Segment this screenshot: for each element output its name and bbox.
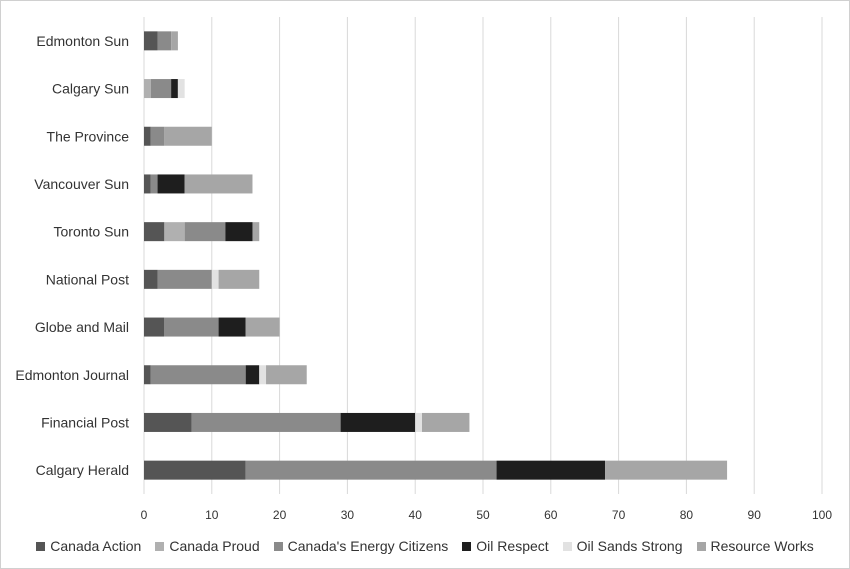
legend-label: Oil Sands Strong (576, 538, 683, 554)
bar-segment (157, 174, 185, 194)
legend-label: Canada Proud (169, 538, 260, 554)
bar-segment (144, 126, 151, 146)
x-tick-label: 10 (205, 508, 219, 522)
x-tick-label: 30 (341, 508, 355, 522)
x-tick-label: 100 (812, 508, 832, 522)
legend-item: Canada Proud (155, 538, 260, 554)
bar-segment (144, 174, 151, 194)
bar-segment (266, 365, 307, 385)
category-labels: Edmonton Sun Calgary Sun The Province Vanco… (15, 33, 129, 478)
bar-segment (150, 126, 165, 146)
bar-segment (144, 317, 165, 337)
bar-segment (144, 31, 158, 51)
bar-segment (225, 222, 253, 242)
x-tick-label: 70 (612, 508, 626, 522)
x-tick-label: 90 (748, 508, 762, 522)
bar-segment (211, 269, 219, 289)
legend-swatch (273, 541, 283, 551)
bar-segment (340, 412, 416, 432)
x-tick-label: 50 (476, 508, 490, 522)
bar-segment (177, 79, 185, 99)
bar-segment (144, 269, 158, 289)
legend-label: Canada Action (50, 538, 142, 554)
bar-segment (184, 174, 253, 194)
bar-segment (171, 79, 178, 99)
bar-segment (259, 365, 267, 385)
legend-item: Canada's Energy Citizens (273, 538, 449, 554)
legend-swatch (696, 541, 706, 551)
bar-segment (218, 317, 246, 337)
x-tick-label: 60 (544, 508, 558, 522)
bar-segment (421, 412, 470, 432)
legend-swatch (155, 541, 165, 551)
x-tick-label: 40 (409, 508, 423, 522)
legend: Canada Action Canada Proud Canada's Energy… (0, 536, 850, 556)
bar-segment (144, 79, 151, 99)
legend-swatch (462, 541, 472, 551)
bar-segment (144, 412, 192, 432)
bar-segment (150, 365, 246, 385)
category-label: The Province (47, 128, 130, 144)
category-label: National Post (46, 271, 129, 287)
bar-segment (164, 317, 219, 337)
x-tick-labels: 0 10 20 30 40 50 60 70 80 90 100 (141, 508, 833, 522)
bar-segment (157, 269, 212, 289)
category-label: Vancouver Sun (34, 176, 129, 192)
legend-label: Canada's Energy Citizens (287, 538, 449, 554)
bar-segment (252, 222, 260, 242)
category-label: Calgary Sun (52, 81, 129, 97)
bar-segment (218, 269, 260, 289)
bar-segment (184, 222, 226, 242)
bar-segment (164, 126, 212, 146)
x-tick-label: 20 (273, 508, 287, 522)
category-label: Globe and Mail (35, 319, 129, 335)
category-label: Toronto Sun (54, 224, 130, 240)
legend-item: Resource Works (696, 538, 814, 554)
category-label: Edmonton Journal (15, 367, 129, 383)
bar-segment (245, 365, 260, 385)
bar-segment (415, 412, 422, 432)
legend-label: Resource Works (710, 538, 814, 554)
bar-segment (157, 31, 172, 51)
category-label: Financial Post (41, 414, 129, 430)
bar-segment (245, 317, 280, 337)
legend-item: Oil Respect (462, 538, 549, 554)
legend-swatch (36, 541, 46, 551)
bar-segment (245, 460, 497, 480)
legend-label: Oil Respect (476, 538, 549, 554)
bar-segment (144, 222, 165, 242)
bar-segment (150, 79, 172, 99)
bar-segment (171, 31, 178, 51)
bar-segment (164, 222, 185, 242)
legend-item: Canada Action (36, 538, 141, 554)
category-label: Calgary Herald (36, 462, 129, 478)
bar-segment (144, 460, 246, 480)
bar-segment (605, 460, 728, 480)
bar-segment (144, 365, 151, 385)
legend-item: Oil Sands Strong (562, 538, 683, 554)
category-label: Edmonton Sun (36, 33, 129, 49)
bar-segment (150, 174, 158, 194)
legend-swatch (562, 541, 572, 551)
x-tick-label: 0 (141, 508, 148, 522)
x-tick-label: 80 (680, 508, 694, 522)
bar-segment (496, 460, 606, 480)
bars (144, 31, 728, 480)
bar-segment (191, 412, 341, 432)
